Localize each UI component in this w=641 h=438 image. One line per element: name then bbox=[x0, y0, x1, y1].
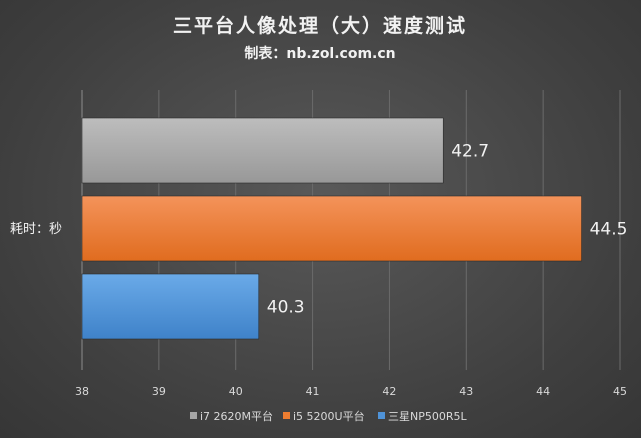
legend-label: 三星NP500R5L bbox=[388, 410, 467, 423]
chart-title: 三平台人像处理（大）速度测试 bbox=[173, 14, 467, 37]
x-tick-label: 45 bbox=[613, 385, 627, 398]
x-tick-label: 38 bbox=[75, 385, 89, 398]
bar bbox=[81, 273, 260, 340]
bar-value-label: 42.7 bbox=[451, 142, 489, 162]
bar bbox=[81, 117, 444, 184]
legend-label: i5 5200U平台 bbox=[293, 409, 365, 423]
x-tick-label: 39 bbox=[152, 385, 166, 398]
legend-swatch bbox=[378, 412, 385, 419]
x-tick-label: 42 bbox=[382, 385, 396, 398]
bars bbox=[81, 117, 582, 340]
data-labels: 42.7 44.5 40.3 bbox=[267, 142, 628, 318]
x-tick-label: 40 bbox=[229, 385, 243, 398]
bar-value-label: 40.3 bbox=[267, 298, 305, 318]
legend-label: i7 2620M平台 bbox=[200, 409, 273, 423]
x-tick-label: 41 bbox=[306, 385, 320, 398]
x-tick-label: 44 bbox=[536, 385, 550, 398]
x-tick-label: 43 bbox=[459, 385, 473, 398]
chart-subtitle: 制表：nb.zol.com.cn bbox=[244, 45, 395, 62]
legend-swatch bbox=[190, 412, 197, 419]
bar bbox=[81, 195, 582, 262]
legend-swatch bbox=[283, 412, 290, 419]
x-axis-ticks: 38 39 40 41 42 43 44 45 bbox=[75, 385, 627, 398]
legend: i7 2620M平台 i5 5200U平台 三星NP500R5L bbox=[190, 409, 467, 423]
category-label: 耗时：秒 bbox=[10, 222, 62, 237]
bar-value-label: 44.5 bbox=[590, 220, 628, 240]
